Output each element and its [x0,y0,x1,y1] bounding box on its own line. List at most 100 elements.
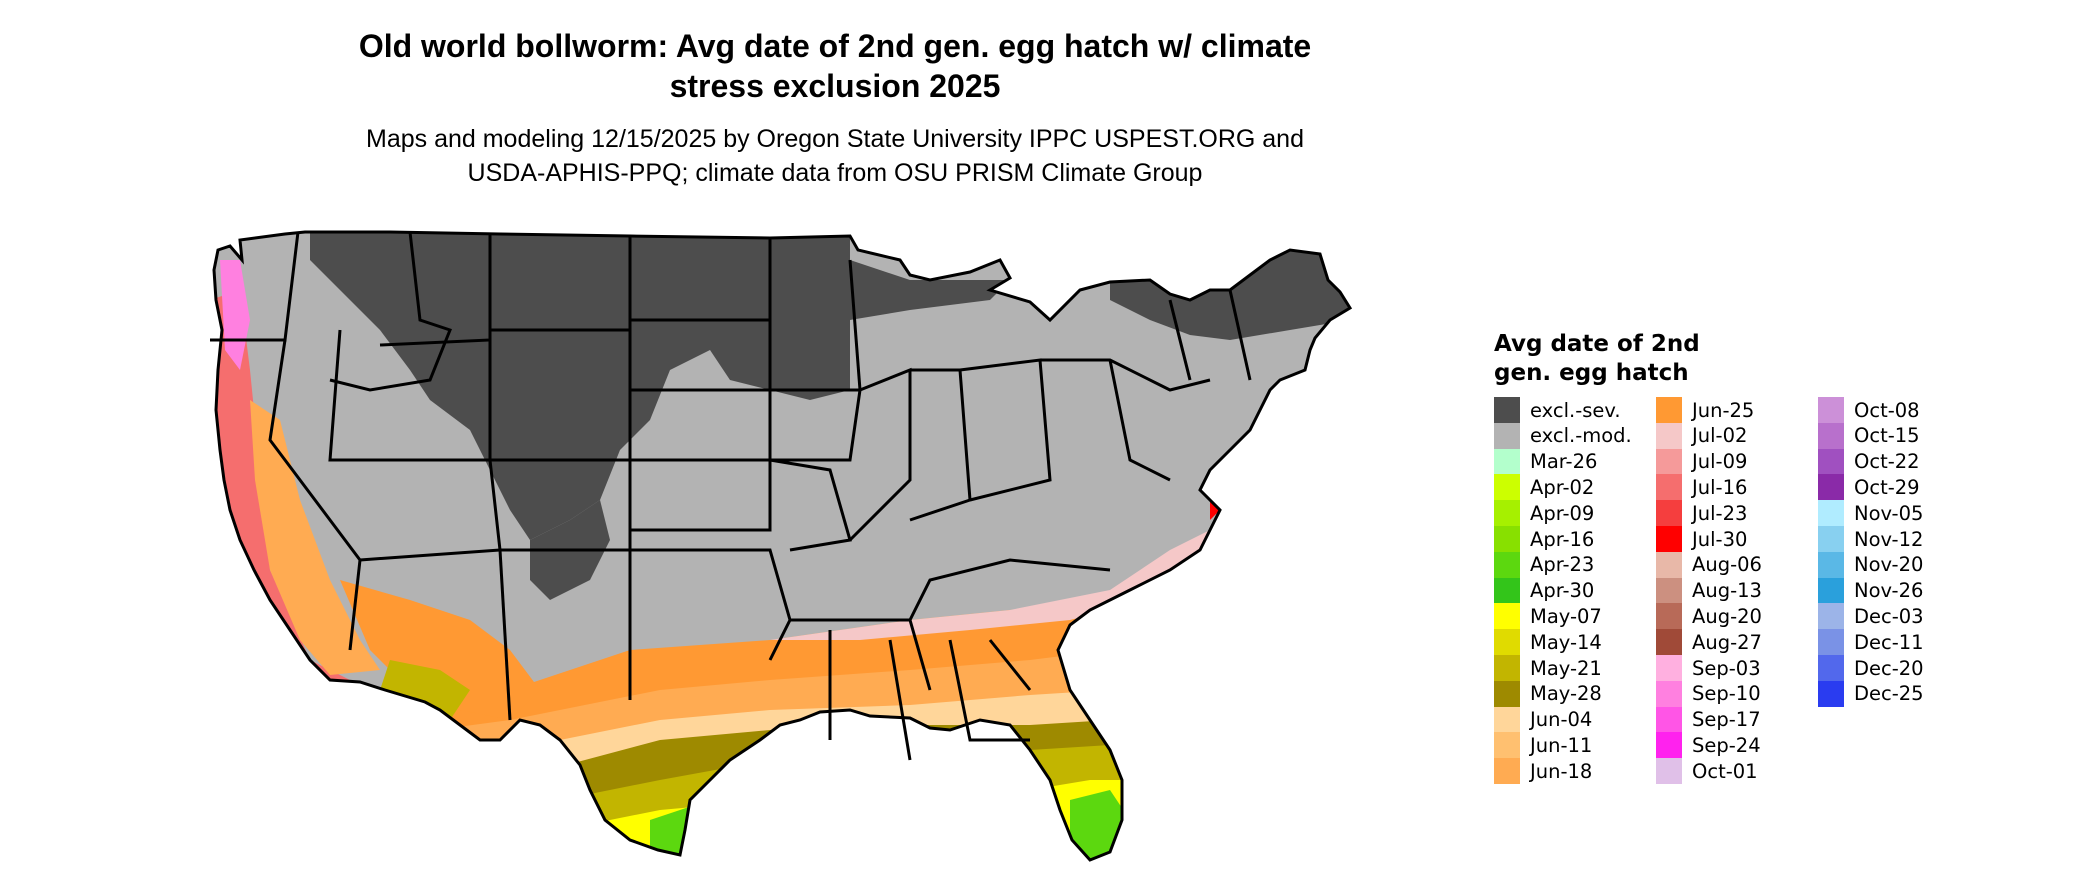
legend-label: Nov-26 [1854,579,1924,603]
legend-swatch [1656,422,1682,449]
legend-label: May-28 [1530,682,1602,706]
legend-label: Sep-10 [1692,682,1761,706]
legend-swatch [1494,551,1520,578]
legend-item: Aug-27 [1656,629,1762,656]
legend-swatch [1494,629,1520,656]
legend-item: Jun-25 [1656,397,1754,423]
legend-label: Aug-13 [1692,579,1762,603]
legend-label: Apr-23 [1530,553,1595,577]
legend-label: Sep-24 [1692,733,1761,757]
legend-label: Apr-16 [1530,527,1595,551]
may-21-band [214,745,1350,860]
legend-label: Jul-02 [1692,424,1748,448]
legend-swatch [1656,474,1682,501]
legend-label: May-07 [1530,604,1602,628]
legend-item: Apr-23 [1494,551,1595,578]
legend-swatch [1656,732,1682,759]
legend-item: Jul-09 [1656,448,1748,475]
legend-item: Mar-26 [1494,448,1598,475]
legend-label: Jun-18 [1530,759,1593,783]
legend-label: Jun-11 [1530,733,1593,757]
legend-item: Nov-05 [1818,500,1924,527]
legend-label: Nov-05 [1854,501,1924,525]
legend-label: Dec-20 [1854,656,1924,680]
map-legend: Avg date of 2nd gen. egg hatch excl.-sev… [1494,330,2094,800]
legend-swatch [1818,526,1844,552]
map-subtitle-line-2: USDA-APHIS-PPQ; climate data from OSU PR… [467,159,1203,187]
southwest-desert-band [340,580,540,720]
legend-item: Dec-03 [1818,603,1924,630]
legend-swatch [1494,577,1520,604]
map-subtitle-line-1: Maps and modeling 12/15/2025 by Oregon S… [366,125,1304,153]
legend-item: Aug-13 [1656,577,1762,604]
legend-item: Oct-01 [1656,758,1758,785]
legend-item: Oct-15 [1818,422,1920,449]
may-07-band [214,780,1350,860]
legend-swatch [1818,629,1844,656]
legend-swatch [1818,397,1844,423]
legend-swatch [1494,603,1520,630]
legend-item: Dec-11 [1818,629,1924,656]
legend-label: Apr-02 [1530,475,1595,499]
legend-swatch [1818,551,1844,578]
legend-swatch [1818,603,1844,630]
legend-swatch [1656,500,1682,527]
california-valley-band [250,400,380,675]
legend-swatch [1656,629,1682,656]
legend-item: May-14 [1494,629,1602,656]
pacific-northwest-sep-band [220,260,250,370]
legend-swatch [1494,448,1520,475]
legend-item: Dec-20 [1818,655,1924,681]
legend-item: Apr-30 [1494,577,1594,604]
legend-swatch [1494,397,1520,423]
legend-label: excl.-sev. [1530,398,1621,422]
legend-label: Jul-30 [1692,527,1748,551]
legend-item: Apr-02 [1494,474,1595,501]
legend-swatch [1656,551,1682,578]
legend-swatch [1494,422,1520,449]
legend-label: Sep-17 [1692,708,1761,732]
legend-item: Jun-04 [1494,706,1592,733]
legend-item: Jun-18 [1494,758,1593,785]
legend-item: Sep-17 [1656,706,1761,733]
legend-swatch [1818,680,1844,707]
legend-label: Aug-20 [1692,604,1762,628]
legend-swatch [1818,422,1844,449]
map-subtitle: Maps and modeling 12/15/2025 by Oregon S… [220,122,1450,190]
legend-swatch [1494,680,1520,707]
legend-label: Oct-15 [1854,424,1920,448]
legend-title-line-2: gen. egg hatch [1494,360,1689,386]
legend-label: Dec-11 [1854,630,1924,654]
legend-item: Sep-24 [1656,732,1761,759]
legend-label: Dec-25 [1854,682,1924,706]
map-title-line-2: stress exclusion 2025 [669,68,1001,104]
legend-label: Jul-09 [1692,450,1748,474]
legend-swatch [1656,680,1682,707]
legend-swatch [1818,474,1844,501]
legend-item: Nov-20 [1818,551,1923,578]
legend-item: Apr-09 [1494,500,1594,527]
legend-item: excl.-mod. [1494,422,1632,449]
legend-label: Oct-01 [1692,759,1758,783]
legend-item: Oct-29 [1818,474,1920,501]
legend-title: Avg date of 2nd gen. egg hatch [1494,330,2094,388]
legend-item: Oct-22 [1818,448,1920,475]
legend-label: Oct-08 [1854,398,1920,422]
state-borders [210,230,1352,862]
legend-label: Mar-26 [1530,450,1598,474]
legend-swatch [1656,526,1682,552]
legend-swatch [1494,474,1520,501]
legend-label: Jul-16 [1692,475,1748,499]
legend-swatch [1818,448,1844,475]
legend-swatch [1818,577,1844,604]
legend-swatch [1656,448,1682,475]
legend-item: May-21 [1494,655,1602,681]
legend-swatch [1656,706,1682,733]
legend-label: excl.-mod. [1530,424,1632,448]
legend-item: Apr-16 [1494,526,1594,552]
legend-swatch [1656,603,1682,630]
legend-swatch [1494,655,1520,681]
legend-label: Jun-25 [1692,398,1755,422]
legend-label: Sep-03 [1692,656,1761,680]
legend-swatch [1818,500,1844,527]
